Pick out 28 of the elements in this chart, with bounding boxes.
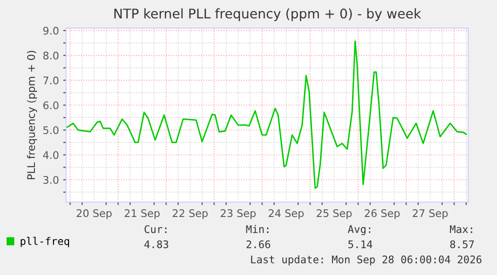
y-tick-label: 4.0	[43, 151, 58, 159]
chart-title: NTP kernel PLL frequency (ppm + 0) - by week	[114, 8, 422, 22]
text: Min:	[246, 225, 268, 233]
text: 5.14	[348, 240, 372, 248]
text: Avg:	[348, 225, 370, 236]
y-axis-title: PLL frequency (ppm + 0)	[26, 50, 38, 180]
text: 8.57	[450, 240, 474, 248]
x-tick-label: 22 Sep	[172, 209, 208, 220]
text: 2.66	[246, 240, 270, 248]
line-series	[66, 40, 467, 189]
y-tick-label: 6.0	[43, 101, 58, 110]
text: 4.83	[144, 240, 168, 248]
x-tick-label: 21 Sep	[124, 209, 160, 220]
text: Last update: Mon Sep 28 06:00:04 2026	[251, 255, 482, 266]
x-tick-label: 24 Sep	[268, 209, 304, 220]
x-tick-label: 27 Sep	[412, 209, 448, 220]
y-tick-label: 7.0	[43, 76, 58, 84]
y-tick-label: 8.0	[43, 52, 58, 60]
text: Max:	[450, 225, 472, 234]
y-tick-label: 3.0	[43, 176, 58, 184]
legend-label: pll-freq	[20, 236, 70, 248]
y-tick-label: 5.0	[43, 126, 58, 134]
x-tick-label: 25 Sep	[316, 209, 352, 220]
x-tick-label: 26 Sep	[364, 209, 400, 220]
x-tick-label: 23 Sep	[220, 209, 256, 220]
text: Cur:	[144, 225, 166, 234]
y-tick-label: 9.0	[43, 26, 58, 35]
x-tick-label: 20 Sep	[76, 209, 112, 220]
